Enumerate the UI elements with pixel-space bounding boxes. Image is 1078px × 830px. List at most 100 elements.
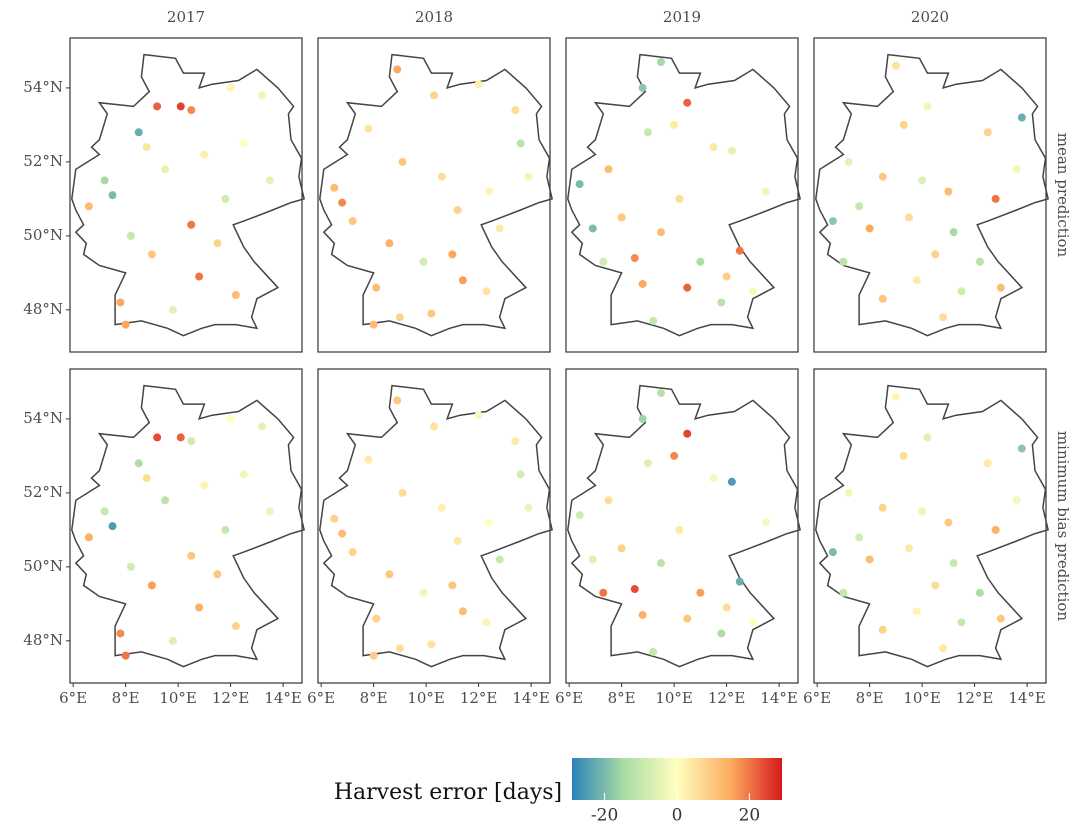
- station-point: [735, 246, 744, 255]
- y-tick-label: 50°N: [23, 557, 63, 575]
- station-point: [839, 588, 848, 597]
- station-point: [200, 150, 209, 159]
- station-point: [398, 157, 407, 166]
- station-point: [748, 287, 757, 296]
- station-point: [931, 250, 940, 259]
- station-point: [187, 220, 196, 229]
- station-point: [657, 58, 666, 67]
- station-point: [330, 514, 339, 523]
- station-point: [839, 257, 848, 266]
- station-point: [996, 283, 1005, 292]
- colorbar-tick-label: -20: [591, 806, 618, 826]
- station-point: [108, 191, 117, 200]
- station-point: [168, 305, 177, 314]
- station-point: [213, 239, 222, 248]
- x-tick-label: 14°E: [760, 689, 798, 707]
- station-point: [153, 102, 162, 111]
- station-point: [657, 389, 666, 398]
- station-point: [696, 588, 705, 597]
- station-point: [147, 250, 156, 259]
- station-point: [975, 257, 984, 266]
- x-tick-label: 14°E: [512, 689, 550, 707]
- panel-border: [565, 37, 799, 353]
- station-point: [200, 481, 209, 490]
- x-tick-label: 10°E: [407, 689, 445, 707]
- station-point: [878, 172, 887, 181]
- row-label: mean prediction: [1054, 133, 1072, 258]
- x-tick-label: 8°E: [360, 689, 388, 707]
- station-point: [923, 102, 932, 111]
- station-point: [195, 603, 204, 612]
- station-point: [844, 157, 853, 166]
- station-point: [717, 298, 726, 307]
- station-point: [912, 607, 921, 616]
- station-point: [385, 239, 394, 248]
- panel-border: [69, 368, 303, 684]
- station-point: [643, 128, 652, 137]
- station-point: [395, 313, 404, 322]
- y-tick-label: 52°N: [23, 483, 63, 501]
- station-point: [709, 143, 718, 152]
- x-tick-label: 8°E: [112, 689, 140, 707]
- country-outline: [71, 384, 305, 668]
- station-point: [516, 470, 525, 479]
- station-point: [369, 651, 378, 660]
- station-point: [226, 83, 235, 92]
- station-point: [638, 279, 647, 288]
- x-tick-label: 12°E: [956, 689, 994, 707]
- station-point: [485, 187, 494, 196]
- station-point: [675, 194, 684, 203]
- station-point: [575, 511, 584, 520]
- station-point: [1012, 165, 1021, 174]
- station-point: [437, 503, 446, 512]
- x-tick-label: 8°E: [856, 689, 884, 707]
- station-point: [126, 231, 135, 240]
- station-point: [588, 224, 597, 233]
- station-point: [855, 202, 864, 211]
- station-point: [427, 640, 436, 649]
- station-point: [213, 570, 222, 579]
- station-point: [231, 291, 240, 300]
- station-point: [458, 607, 467, 616]
- station-point: [385, 570, 394, 579]
- station-point: [588, 555, 597, 564]
- station-point: [844, 488, 853, 497]
- y-tick-label: 54°N: [23, 78, 63, 96]
- station-point: [348, 217, 357, 226]
- station-point: [630, 585, 639, 594]
- station-point: [638, 414, 647, 423]
- station-point: [453, 536, 462, 545]
- station-point: [221, 194, 230, 203]
- station-point: [121, 651, 130, 660]
- station-point: [511, 437, 520, 446]
- station-point: [134, 128, 143, 137]
- station-point: [338, 529, 347, 538]
- station-point: [828, 548, 837, 557]
- station-point: [427, 309, 436, 318]
- station-point: [855, 533, 864, 542]
- station-point: [912, 276, 921, 285]
- station-point: [683, 98, 692, 107]
- station-point: [482, 287, 491, 296]
- panel-border: [565, 368, 799, 684]
- station-point: [126, 562, 135, 571]
- station-point: [398, 488, 407, 497]
- station-point: [717, 629, 726, 638]
- station-point: [638, 83, 647, 92]
- y-tick-label: 50°N: [23, 226, 63, 244]
- station-point: [338, 198, 347, 207]
- y-tick-label: 54°N: [23, 409, 63, 427]
- station-point: [599, 588, 608, 597]
- station-point: [899, 120, 908, 129]
- station-point: [931, 581, 940, 590]
- station-point: [453, 205, 462, 214]
- station-point: [419, 257, 428, 266]
- station-point: [649, 316, 658, 325]
- station-point: [727, 477, 736, 486]
- station-point: [923, 433, 932, 442]
- y-tick-label: 52°N: [23, 152, 63, 170]
- station-point: [957, 287, 966, 296]
- station-point: [100, 507, 109, 516]
- station-point: [168, 636, 177, 645]
- station-point: [147, 581, 156, 590]
